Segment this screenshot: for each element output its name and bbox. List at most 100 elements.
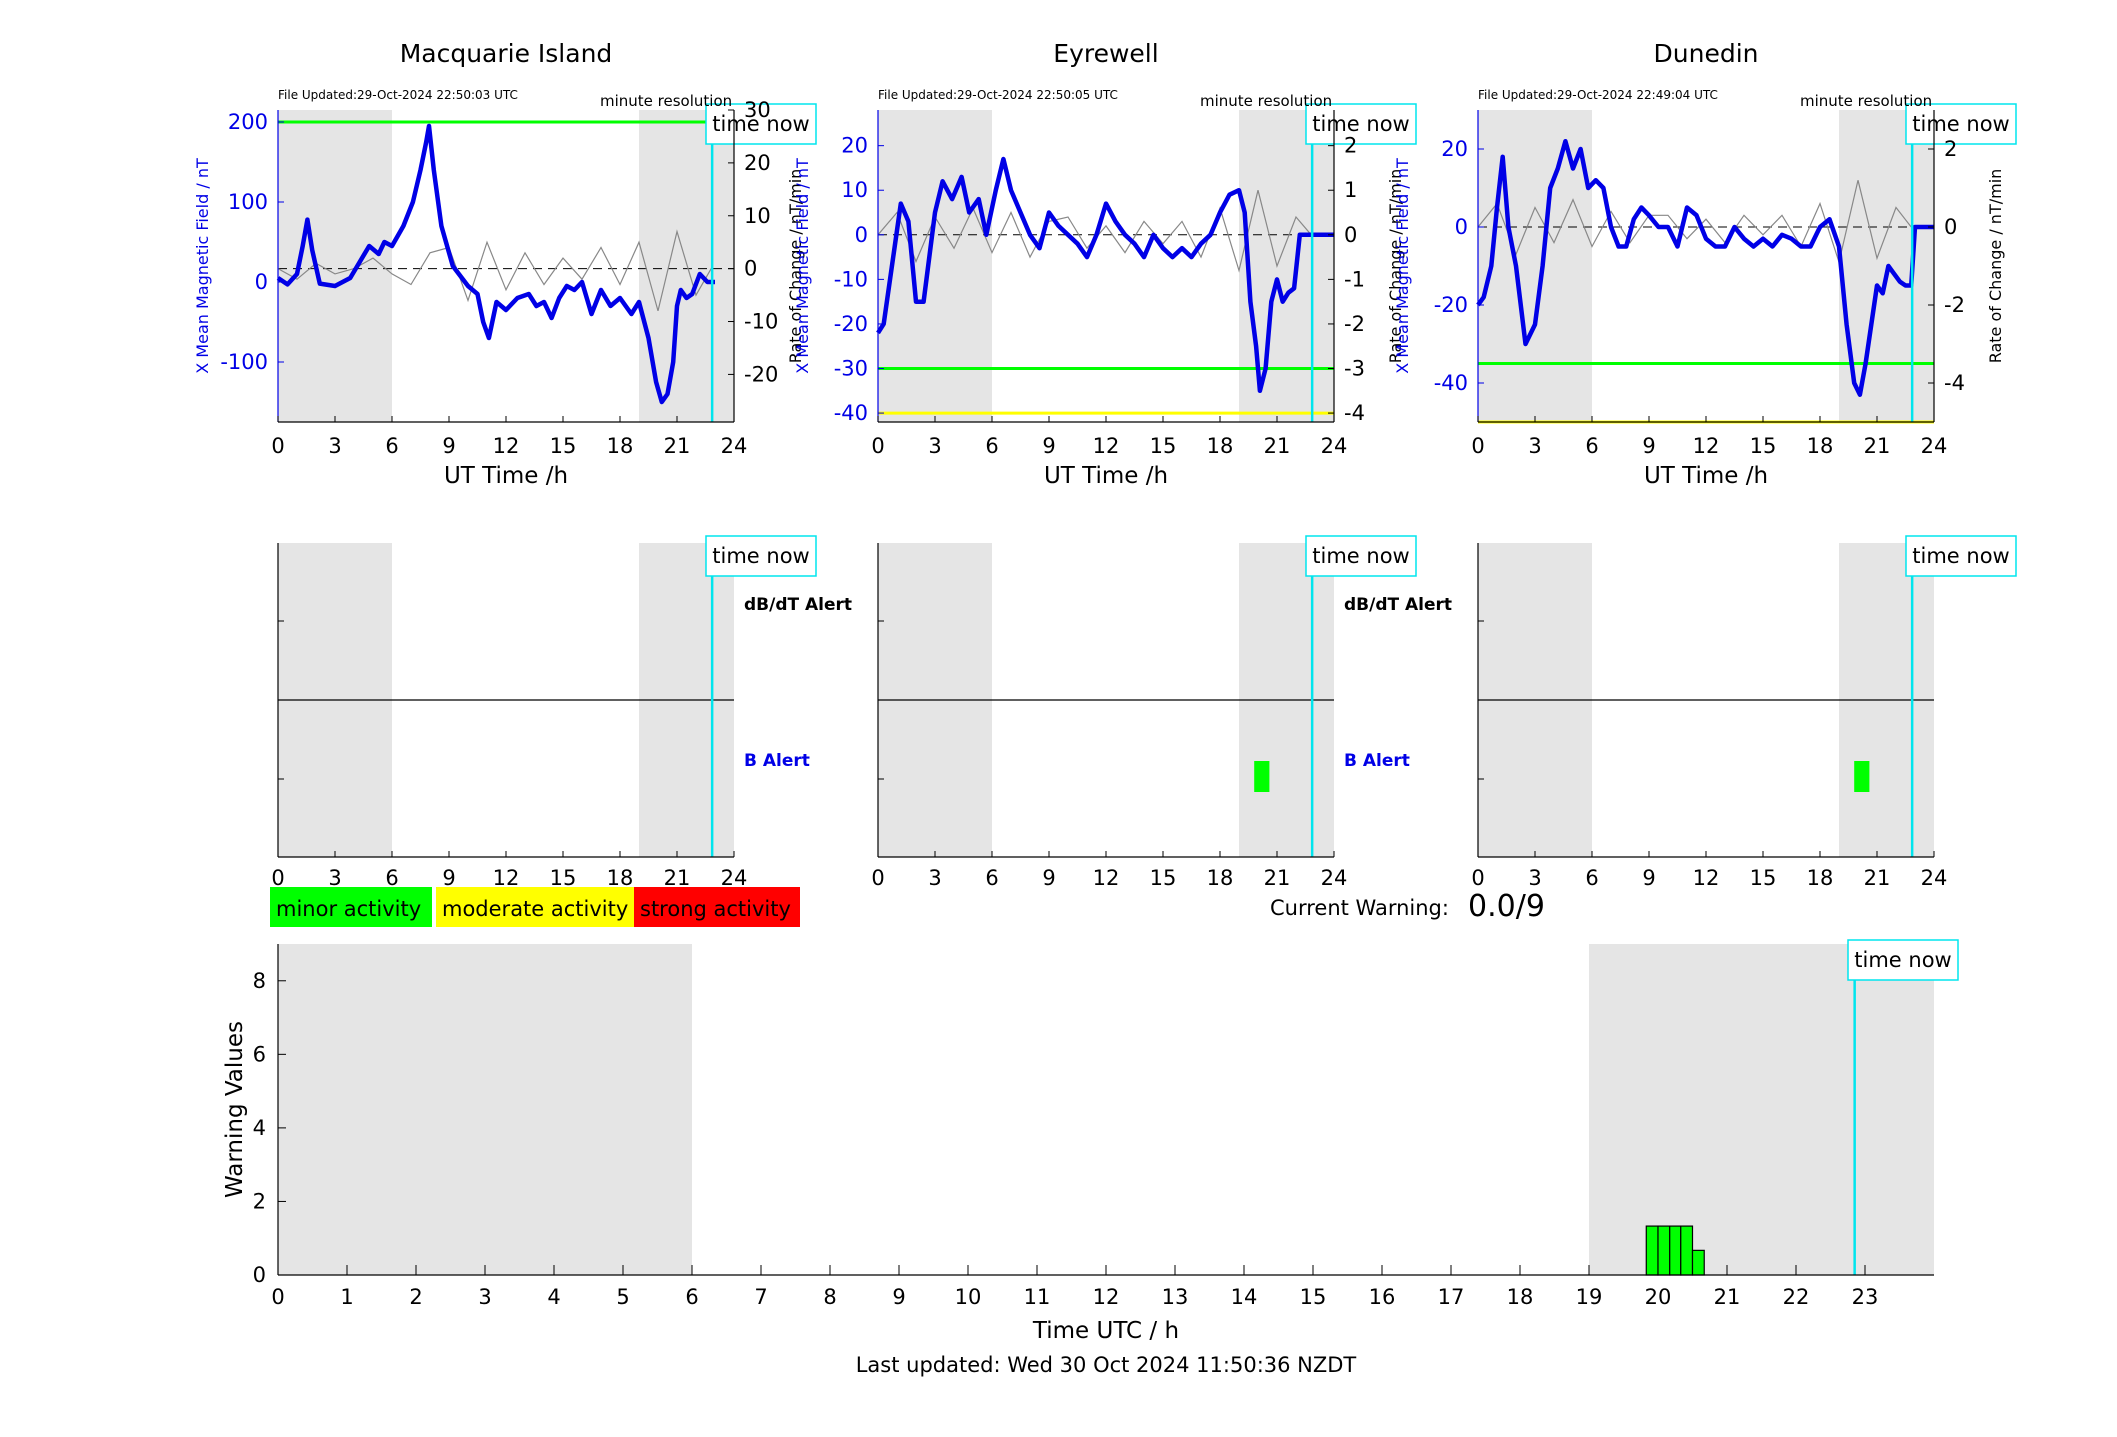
x-tick-label: 21 [1714, 1285, 1741, 1309]
legend-label-1: moderate activity [442, 897, 628, 921]
y-left-tick-label: 200 [228, 110, 268, 134]
time-now-box [705, 535, 817, 577]
y-right-tick-label: 0 [1944, 215, 1957, 239]
x-tick-label: 12 [1093, 866, 1120, 890]
x-tick-label: 15 [550, 434, 577, 458]
y-tick-label: 0 [253, 1263, 266, 1287]
legend-swatch-2 [634, 887, 800, 927]
file-updated-text: File Updated:29-Oct-2024 22:49:04 UTC [1478, 88, 1718, 102]
y-left-tick-label: -100 [220, 350, 268, 374]
warning-bar [1645, 1225, 1659, 1276]
y-left-tick-label: 0 [255, 270, 268, 294]
chart-title: Dunedin [1654, 39, 1759, 68]
y-right-tick-label: 1 [1344, 178, 1357, 202]
y-left-tick-label: -10 [834, 267, 868, 291]
x-tick-label: 24 [1921, 434, 1948, 458]
x-tick-label: 18 [1207, 434, 1234, 458]
alert-chart-macquarie-island: time now 0 3 6 9 12 15 18 21 24 dB/dT Alert B Alert [271, 535, 852, 890]
y-left-tick-label: 10 [841, 178, 868, 202]
magnetic-field-line [276, 123, 715, 405]
legend-swatch-0 [270, 887, 432, 927]
y-right-tick-label: 30 [744, 98, 771, 122]
y-right-tick-label: -2 [1344, 312, 1365, 336]
x-tick-label: 18 [1807, 434, 1834, 458]
night-shading [278, 944, 692, 1275]
x-tick-label: 15 [550, 866, 577, 890]
b-alert-label: B Alert [1344, 751, 1410, 771]
x-tick-label: 9 [1042, 434, 1055, 458]
x-tick-label: 12 [1093, 1285, 1120, 1309]
warning-bar [1680, 1225, 1694, 1276]
y-left-tick-label: 0 [855, 223, 868, 247]
time-now-box [705, 103, 817, 145]
y-right-tick-label: 10 [744, 204, 771, 228]
x-tick-label: 17 [1438, 1285, 1465, 1309]
time-now-label: time now [1912, 544, 2009, 568]
x-tick-label: 14 [1231, 1285, 1258, 1309]
alert-chart-eyrewell: time now 0 3 6 9 12 15 18 21 24 dB/dT Alert B Alert [871, 535, 1452, 890]
x-tick-label: 3 [1528, 434, 1541, 458]
time-now-label: time now [712, 112, 809, 136]
x-tick-label: 0 [871, 434, 884, 458]
x-tick-label: 4 [547, 1285, 560, 1309]
legend-label-0: minor activity [276, 897, 421, 921]
x-tick-label: 0 [1471, 434, 1484, 458]
y-right-tick-label: -4 [1944, 371, 1965, 395]
last-updated-text: Last updated: Wed 30 Oct 2024 11:50:36 N… [856, 1353, 1357, 1377]
y-left-tick-label: 20 [841, 134, 868, 158]
x-tick-label: 24 [1921, 866, 1948, 890]
x-tick-label: 21 [1864, 434, 1891, 458]
current-warning-label: Current Warning: [1270, 896, 1449, 920]
y-left-tick-label: -40 [834, 401, 868, 425]
current-warning-value: 0.0/9 [1468, 889, 1545, 924]
y-tick-label: 6 [253, 1042, 266, 1066]
chart-title: Macquarie Island [400, 39, 613, 68]
dbdt-alert-label: dB/dT Alert [1344, 595, 1452, 615]
x-tick-label: 10 [955, 1285, 982, 1309]
y-tick-label: 2 [253, 1189, 266, 1213]
night-shading [1589, 944, 1934, 1275]
x-axis-label: Time UTC / h [1032, 1318, 1179, 1344]
dbdt-alert-label: dB/dT Alert [744, 595, 852, 615]
y-left-tick-label: 20 [1441, 137, 1468, 161]
y-left-tick-label: -40 [1434, 371, 1468, 395]
x-tick-label: 24 [1321, 866, 1348, 890]
x-tick-label: 20 [1645, 1285, 1672, 1309]
x-tick-label: 1 [340, 1285, 353, 1309]
x-tick-label: 9 [1642, 434, 1655, 458]
x-tick-label: 15 [1300, 1285, 1327, 1309]
x-tick-label: 12 [493, 434, 520, 458]
warning-bar [1657, 1225, 1671, 1276]
x-axis-label: UT Time /h [444, 463, 568, 489]
alert-marker-minor [1254, 761, 1270, 792]
x-tick-label: 3 [928, 434, 941, 458]
x-tick-label: 3 [328, 866, 341, 890]
x-tick-label: 18 [607, 866, 634, 890]
x-tick-label: 0 [271, 434, 284, 458]
x-tick-label: 24 [1321, 434, 1348, 458]
time-now-box [1305, 535, 1417, 577]
x-tick-label: 6 [385, 434, 398, 458]
x-tick-label: 18 [1207, 866, 1234, 890]
x-tick-label: 22 [1783, 1285, 1810, 1309]
night-shading [1478, 110, 1592, 422]
x-tick-label: 11 [1024, 1285, 1051, 1309]
file-updated-text: File Updated:29-Oct-2024 22:50:03 UTC [278, 88, 518, 102]
x-tick-label: 21 [664, 434, 691, 458]
y-right-axis-label: Rate of Change / nT/min [786, 169, 805, 364]
y-left-tick-label: -20 [834, 312, 868, 336]
warning-bar [1691, 1249, 1705, 1276]
x-tick-label: 12 [1693, 434, 1720, 458]
x-axis-label: UT Time /h [1644, 463, 1768, 489]
x-axis-label: UT Time /h [1044, 463, 1168, 489]
x-tick-label: 5 [616, 1285, 629, 1309]
legend-swatch-1 [436, 887, 634, 927]
x-tick-label: 9 [442, 866, 455, 890]
x-tick-label: 0 [271, 1285, 284, 1309]
alert-marker-minor [1854, 761, 1870, 792]
x-tick-label: 7 [754, 1285, 767, 1309]
x-tick-label: 3 [928, 866, 941, 890]
